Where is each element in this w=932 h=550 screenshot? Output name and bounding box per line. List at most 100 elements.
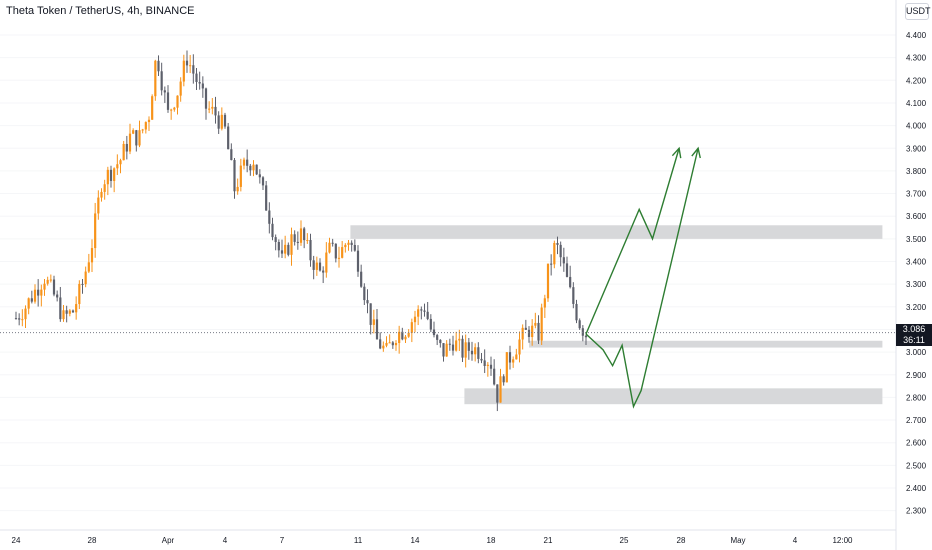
candle-body xyxy=(442,343,445,357)
candle-body xyxy=(239,165,242,187)
candle-body xyxy=(445,343,448,357)
candle-body xyxy=(37,289,40,296)
candle-body xyxy=(56,294,59,298)
candle-body xyxy=(46,279,49,284)
candle-body xyxy=(201,83,204,89)
price-tick-label: 3.800 xyxy=(906,167,927,176)
candle-body xyxy=(223,114,227,127)
price-tick-label: 4.200 xyxy=(906,76,927,85)
candle-body xyxy=(242,159,246,166)
candle-body xyxy=(474,347,477,355)
candle-body xyxy=(360,271,363,287)
candle-body xyxy=(312,260,315,270)
candle-body xyxy=(413,316,417,323)
candle-body xyxy=(249,165,252,171)
time-tick-label: 21 xyxy=(544,536,553,545)
candle-body xyxy=(407,332,410,337)
candles xyxy=(14,50,588,412)
candle-body xyxy=(160,71,163,91)
price-axis[interactable]: 4.400 4.300 4.200 4.100 4.000 3.900 3.800 3.700… xyxy=(906,31,927,516)
candle-body xyxy=(68,310,71,314)
candle-body xyxy=(401,331,404,340)
candle-body xyxy=(451,344,455,351)
candle-body xyxy=(97,197,100,214)
candle-body xyxy=(220,114,223,129)
candle-body xyxy=(151,96,154,120)
candle-body xyxy=(375,319,379,340)
candle-body xyxy=(429,318,432,330)
price-tick-label: 3.000 xyxy=(906,348,927,357)
candle-body xyxy=(363,286,366,301)
candle-body xyxy=(255,164,258,175)
bar-countdown: 36:11 xyxy=(903,335,925,345)
currency-unit-badge[interactable]: USDT xyxy=(905,3,931,20)
candle-body xyxy=(347,242,350,245)
candle-body xyxy=(325,252,328,273)
candle-body xyxy=(296,241,299,243)
candle-body xyxy=(394,343,398,346)
candle-body xyxy=(18,318,21,320)
candle-body xyxy=(480,358,483,361)
time-tick-label: May xyxy=(730,536,745,545)
candle-body xyxy=(252,164,255,171)
candle-body xyxy=(439,339,442,344)
candle-body xyxy=(179,81,182,96)
candle-body xyxy=(141,129,144,131)
projection-path xyxy=(585,148,699,409)
candle-body xyxy=(157,60,160,72)
candle-body xyxy=(499,376,502,403)
candle-body xyxy=(483,360,486,366)
candle-body xyxy=(553,242,556,265)
time-tick-label: 7 xyxy=(280,536,285,545)
price-tick-label: 2.300 xyxy=(906,507,927,516)
candle-body xyxy=(524,327,527,330)
candle-body xyxy=(470,350,474,355)
candle-body xyxy=(540,307,543,341)
candle-body xyxy=(27,298,30,309)
candle-body xyxy=(119,160,122,165)
candle-body xyxy=(43,283,46,290)
candle-body xyxy=(350,242,353,245)
candle-body xyxy=(565,263,569,277)
candle-body xyxy=(458,338,461,341)
time-axis[interactable]: 24 28 Apr 4 7 11 14 18 21 25 28 May 4 12:00 xyxy=(12,536,854,545)
candle-body xyxy=(559,244,562,258)
candle-body xyxy=(366,300,369,304)
candle-body xyxy=(280,250,284,254)
candle-body xyxy=(546,263,550,299)
candle-body xyxy=(163,90,166,93)
price-tick-label: 4.400 xyxy=(906,31,927,40)
price-tick-label: 3.700 xyxy=(906,190,927,199)
candle-body xyxy=(436,335,439,340)
candle-body xyxy=(290,234,293,255)
candle-body xyxy=(113,168,116,181)
candle-body xyxy=(62,310,65,320)
candle-body xyxy=(448,343,451,345)
candle-body xyxy=(30,298,33,302)
candle-body xyxy=(537,322,540,341)
time-tick-label: 4 xyxy=(793,536,798,545)
candle-body xyxy=(331,242,334,244)
zones xyxy=(350,225,883,405)
candle-body xyxy=(198,82,201,84)
candle-body xyxy=(24,308,27,320)
candle-body xyxy=(398,331,401,344)
price-tick-label: 2.500 xyxy=(906,461,927,470)
candle-body xyxy=(486,364,489,366)
candle-body xyxy=(562,257,565,264)
price-tick-label: 3.300 xyxy=(906,280,927,289)
candle-body xyxy=(322,270,325,273)
candle-body xyxy=(144,122,147,130)
candle-body xyxy=(512,359,515,363)
candle-body xyxy=(467,342,470,351)
candle-body xyxy=(100,191,103,198)
candle-body xyxy=(65,310,68,314)
candle-body xyxy=(217,115,220,129)
candle-body xyxy=(569,276,572,288)
candle-body xyxy=(477,347,480,359)
candle-body xyxy=(214,106,217,116)
candle-body xyxy=(87,262,90,272)
candle-body xyxy=(385,342,388,346)
candle-body xyxy=(496,384,499,403)
